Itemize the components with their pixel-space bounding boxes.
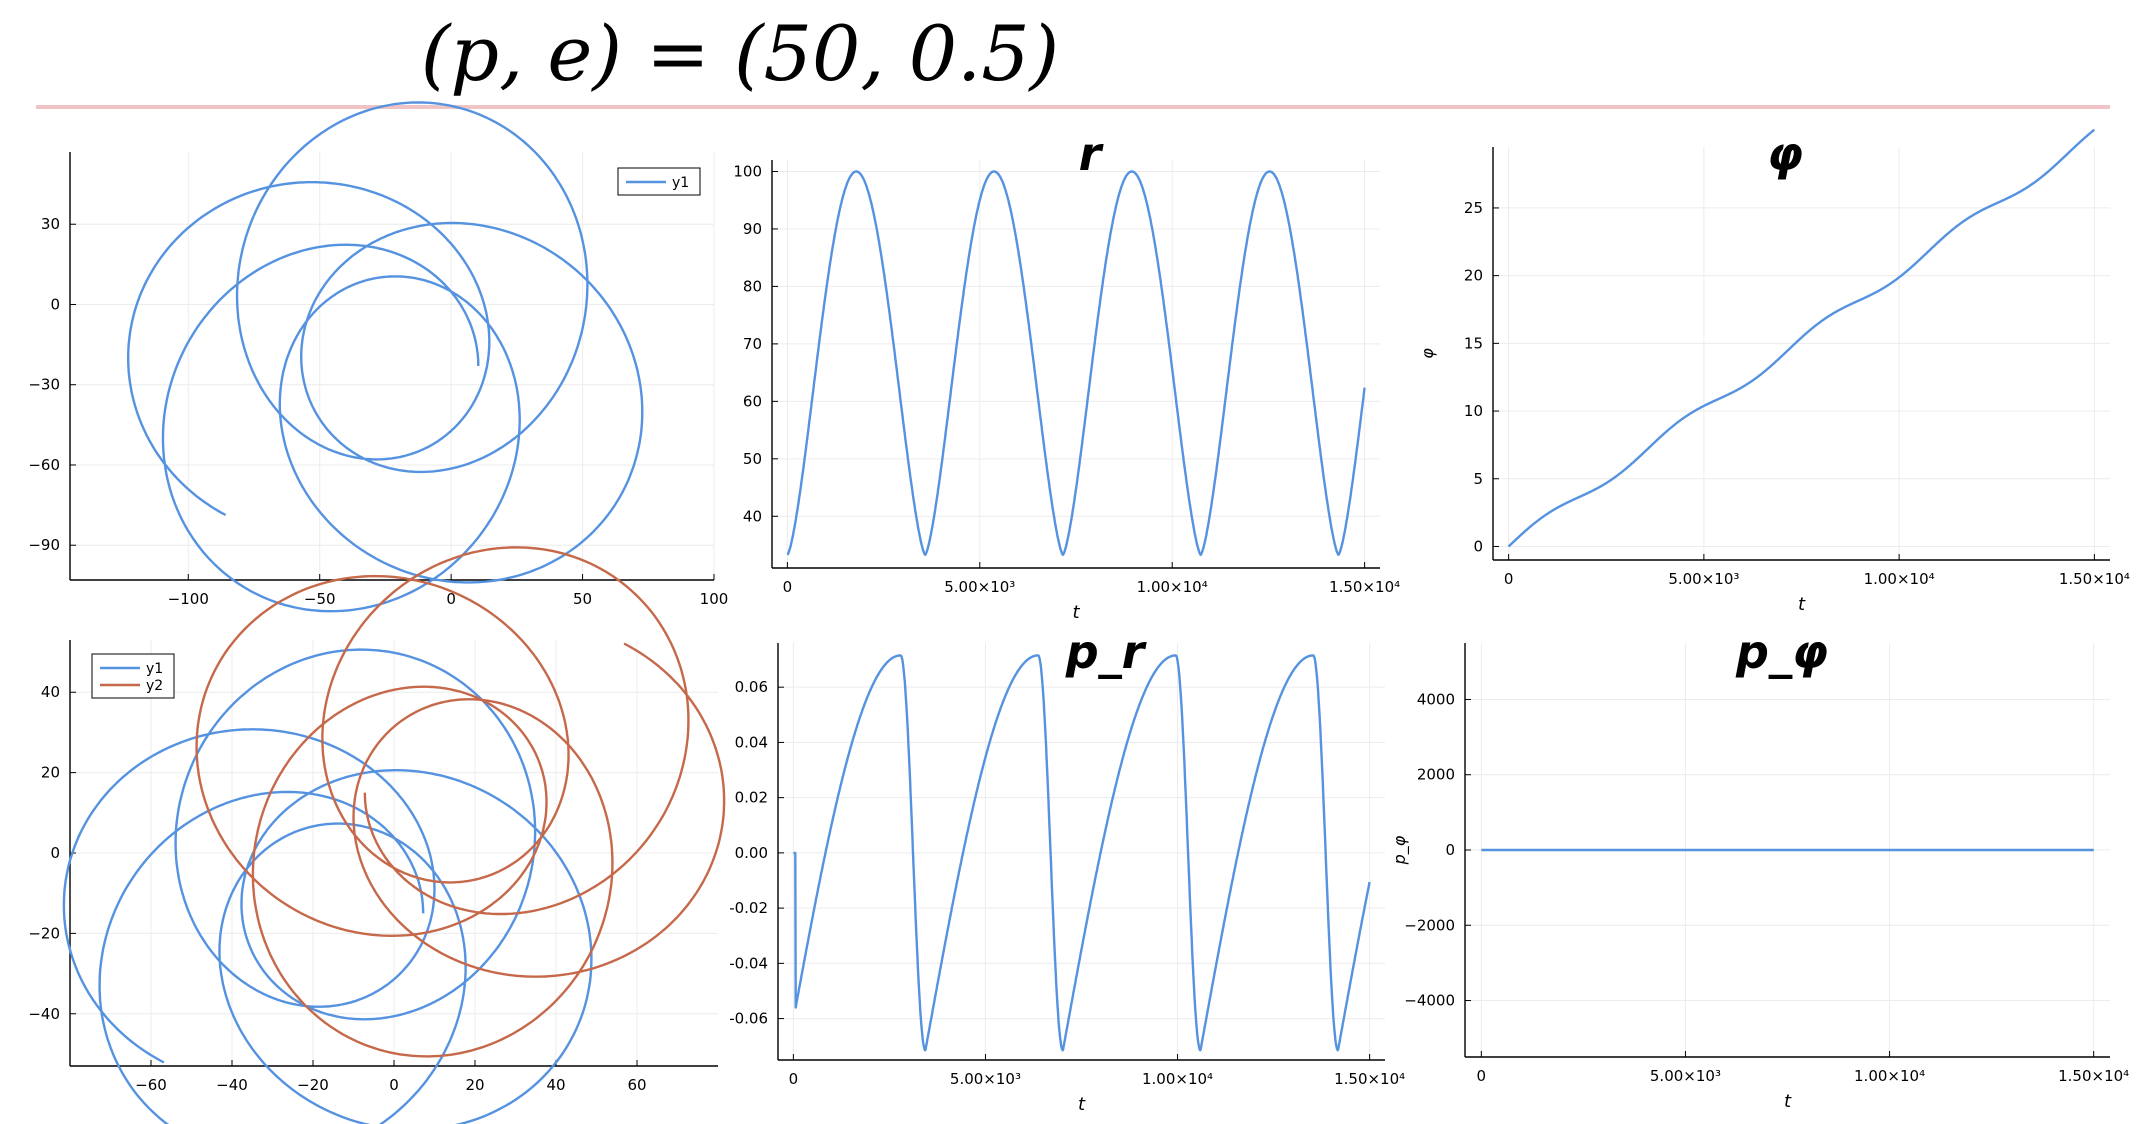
- y-tick-label: −20: [28, 924, 60, 942]
- chart-title: p_φ: [1735, 625, 1828, 679]
- y-tick-label: 60: [743, 392, 762, 410]
- x-tick-label: 1.50×10⁴: [2058, 1067, 2129, 1085]
- series-line-y1: [126, 101, 644, 613]
- y-tick-label: 10: [1464, 402, 1483, 420]
- y-tick-label: 0: [50, 295, 60, 313]
- x-tick-label: 5.00×10³: [1668, 570, 1739, 588]
- x-tick-label: 1.00×10⁴: [1864, 570, 1935, 588]
- x-tick-label: 0: [1504, 570, 1514, 588]
- y-tick-label: 40: [41, 683, 60, 701]
- x-tick-label: −100: [168, 590, 209, 608]
- x-tick-label: 60: [627, 1076, 646, 1094]
- y-tick-label: −60: [28, 456, 60, 474]
- y-tick-label: 40: [743, 507, 762, 525]
- x-tick-label: 50: [573, 590, 592, 608]
- x-axis-label: t: [1798, 594, 1806, 615]
- y-axis-label: p_φ: [1390, 835, 1410, 865]
- x-tick-label: −60: [135, 1076, 167, 1094]
- y-tick-label: 0.00: [735, 844, 768, 862]
- x-axis-label: t: [1784, 1091, 1792, 1112]
- y-tick-label: 50: [743, 450, 762, 468]
- series-line-y2: [195, 546, 726, 1058]
- y-tick-label: 5: [1473, 470, 1483, 488]
- x-tick-label: 0: [1477, 1067, 1487, 1085]
- y-tick-label: −30: [28, 376, 60, 394]
- x-tick-label: 0: [389, 1076, 399, 1094]
- y-tick-label: 0: [1473, 537, 1483, 555]
- y-tick-label: −2000: [1404, 916, 1455, 934]
- x-tick-label: 5.00×10³: [1650, 1067, 1721, 1085]
- series-line-r: [786, 170, 1366, 556]
- y-tick-label: 0: [1445, 841, 1455, 859]
- y-tick-label: 0.02: [735, 789, 768, 807]
- y-tick-label: 0.06: [735, 678, 768, 696]
- x-tick-label: 40: [546, 1076, 565, 1094]
- y-tick-label: 20: [1464, 267, 1483, 285]
- y-tick-label: -0.02: [729, 899, 768, 917]
- x-tick-label: −40: [216, 1076, 248, 1094]
- x-tick-label: 1.00×10⁴: [1854, 1067, 1925, 1085]
- y-tick-label: 0.04: [735, 733, 768, 751]
- x-tick-label: 1.50×10⁴: [1334, 1070, 1405, 1088]
- y-tick-label: -0.06: [729, 1010, 768, 1028]
- y-tick-label: 90: [743, 220, 762, 238]
- y-tick-label: 4000: [1417, 690, 1455, 708]
- x-tick-label: 100: [700, 590, 729, 608]
- chart-pr: 0 5.00×10³ 1.00×10⁴ 1.50×10⁴ 0.06 0.04 0.02 0.0…: [729, 625, 1405, 1115]
- legend-label: y2: [146, 678, 163, 694]
- x-tick-label: 0: [789, 1070, 799, 1088]
- series-line-pr: [792, 654, 1371, 1052]
- x-tick-label: 20: [465, 1076, 484, 1094]
- y-tick-label: 15: [1464, 334, 1483, 352]
- y-tick-label: 25: [1464, 199, 1483, 217]
- x-tick-label: 5.00×10³: [950, 1070, 1021, 1088]
- chart-phi: 0 5.00×10³ 1.00×10⁴ 1.50×10⁴ 0 5 10 15 20 25 φ t φ: [1418, 127, 2130, 615]
- x-tick-label: 0: [783, 578, 793, 596]
- x-tick-label: −20: [297, 1076, 329, 1094]
- legend-box: [91, 653, 175, 699]
- x-tick-label: 1.00×10⁴: [1137, 578, 1208, 596]
- chart-title: p_r: [1065, 625, 1148, 679]
- chart-orbit: −100 −50 0 50 100 30 0 −30 −60 −90 y1: [28, 101, 729, 613]
- y-tick-label: −90: [28, 536, 60, 554]
- chart-title: r: [1079, 127, 1105, 181]
- chart-title: φ: [1767, 127, 1803, 181]
- x-axis-label: t: [1072, 602, 1080, 623]
- x-tick-label: 1.50×10⁴: [2059, 570, 2130, 588]
- y-tick-label: 0: [50, 844, 60, 862]
- chart-r: 0 5.00×10³ 1.00×10⁴ 1.50×10⁴ 40 50 60 70 80 90 100…: [733, 127, 1400, 623]
- x-axis-label: t: [1078, 1094, 1086, 1115]
- y-tick-label: 70: [743, 335, 762, 353]
- x-tick-label: 1.50×10⁴: [1329, 578, 1400, 596]
- y-tick-label: 80: [743, 277, 762, 295]
- x-tick-label: 5.00×10³: [944, 578, 1015, 596]
- y-tick-label: 100: [733, 162, 762, 180]
- x-tick-label: −50: [304, 590, 336, 608]
- x-tick-label: 1.00×10⁴: [1142, 1070, 1213, 1088]
- y-tick-label: 2000: [1417, 766, 1455, 784]
- legend-label: y1: [146, 661, 163, 677]
- y-tick-label: 20: [41, 764, 60, 782]
- series-line-y1: [62, 648, 593, 1124]
- y-tick-label: -0.04: [729, 954, 768, 972]
- series-line-phi: [1507, 128, 2096, 548]
- legend-label: y1: [672, 175, 689, 191]
- y-tick-label: −4000: [1404, 992, 1455, 1010]
- y-tick-label: −40: [28, 1005, 60, 1023]
- chart-pphi: 0 5.00×10³ 1.00×10⁴ 1.50×10⁴ 4000 2000 0 −2000 −…: [1390, 625, 2129, 1112]
- y-tick-label: 30: [41, 215, 60, 233]
- y-axis-label: φ: [1418, 348, 1437, 359]
- x-tick-label: 0: [446, 590, 456, 608]
- figure-title: (p, e) = (50, 0.5): [421, 9, 1059, 98]
